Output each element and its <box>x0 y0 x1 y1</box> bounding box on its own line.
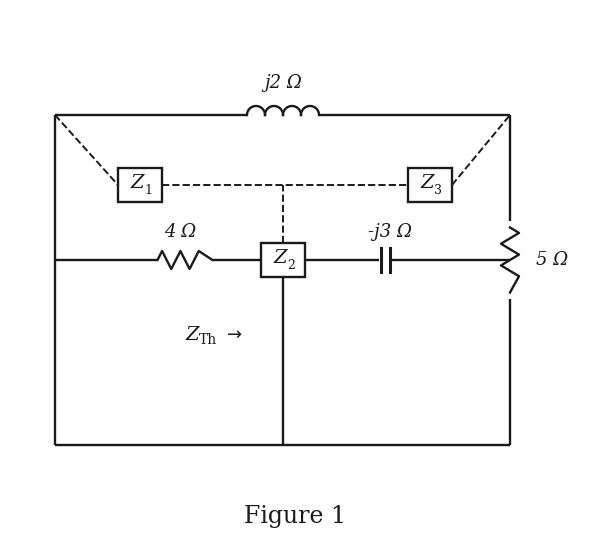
Text: Z: Z <box>130 174 144 192</box>
Text: -j3 Ω: -j3 Ω <box>368 223 412 241</box>
Text: Z: Z <box>420 174 434 192</box>
FancyBboxPatch shape <box>261 243 305 277</box>
Text: 1: 1 <box>144 184 152 197</box>
Text: Th: Th <box>199 333 217 347</box>
Text: →: → <box>227 326 242 344</box>
FancyBboxPatch shape <box>408 168 452 202</box>
Text: 4 Ω: 4 Ω <box>164 223 196 241</box>
Text: Z: Z <box>185 326 198 344</box>
Text: Z: Z <box>273 249 287 267</box>
Text: Figure 1: Figure 1 <box>244 506 346 529</box>
Text: 2: 2 <box>287 258 295 271</box>
Text: 3: 3 <box>434 184 442 197</box>
FancyBboxPatch shape <box>118 168 162 202</box>
Text: 5 Ω: 5 Ω <box>536 251 568 269</box>
Text: j2 Ω: j2 Ω <box>264 74 302 92</box>
